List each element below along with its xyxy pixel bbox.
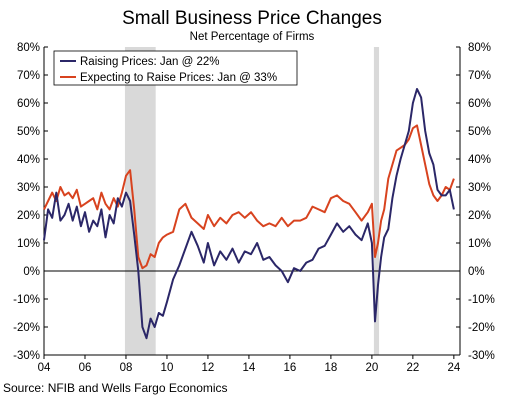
y-tick-label-right-9: -10% (468, 294, 495, 306)
x-tick-label-7: 18 (324, 362, 337, 374)
y-tick-label-left-1: 70% (17, 70, 40, 82)
x-tick-label-1: 06 (79, 362, 92, 374)
y-tick-label-right-2: 60% (468, 98, 491, 110)
y-tick-label-right-6: 20% (468, 210, 491, 222)
y-tick-label-left-7: 10% (17, 238, 40, 250)
legend-box (53, 50, 298, 86)
chart-subtitle: Net Percentage of Firms (190, 31, 315, 43)
series-lines (43, 88, 455, 340)
y-tick-label-right-10: -20% (468, 322, 495, 334)
y-tick-label-right-7: 10% (468, 238, 491, 250)
y-tick-label-right-11: -30% (468, 350, 495, 362)
y-tick-label-right-1: 70% (468, 70, 491, 82)
x-tick-label-5: 14 (243, 362, 256, 374)
y-tick-label-left-5: 30% (17, 182, 40, 194)
y-tick-label-right-8: 0% (468, 266, 485, 278)
y-tick-label-left-6: 20% (17, 210, 40, 222)
x-axis: 04 06 08 10 12 14 16 18 20 22 24 (38, 355, 461, 374)
y-tick-label-left-2: 60% (17, 98, 40, 110)
y-axis-left: 80% 70% 60% 50% 40% 30% 20% 10% 0% -10% -20% -30% (13, 42, 48, 362)
y-tick-label-right-0: 80% (468, 42, 491, 54)
chart-title: Small Business Price Changes (122, 8, 382, 29)
legend-label-raising: Raising Prices: Jan @ 22% (80, 56, 220, 68)
y-tick-label-left-3: 50% (17, 126, 40, 138)
y-tick-label-right-3: 50% (468, 126, 491, 138)
y-tick-label-left-10: -20% (13, 322, 40, 334)
y-tick-label-right-4: 40% (468, 154, 491, 166)
x-tick-label-2: 08 (120, 362, 133, 374)
y-tick-label-left-4: 40% (17, 154, 40, 166)
series-line-raising-prices (43, 88, 455, 340)
x-tick-label-10: 24 (447, 362, 460, 374)
x-tick-label-3: 10 (161, 362, 174, 374)
legend: Raising Prices: Jan @ 22% Expecting to R… (53, 50, 298, 86)
series-line-expecting-to-raise (43, 124, 455, 270)
x-tick-label-9: 22 (406, 362, 419, 374)
y-axis-right: 80% 70% 60% 50% 40% 30% 20% 10% 0% -10% -20% -30% (456, 42, 495, 362)
x-tick-label-6: 16 (284, 362, 297, 374)
plot-frame (43, 47, 461, 356)
x-tick-label-8: 20 (365, 362, 378, 374)
y-tick-label-left-9: -10% (13, 294, 40, 306)
y-tick-label-left-8: 0% (23, 266, 40, 278)
legend-label-expecting: Expecting to Raise Prices: Jan @ 33% (80, 72, 277, 84)
recession-band-1 (373, 47, 380, 355)
x-tick-label-4: 12 (202, 362, 215, 374)
recession-bands (124, 47, 380, 355)
x-tick-label-0: 04 (38, 362, 51, 374)
y-tick-label-right-5: 30% (468, 182, 491, 194)
source-note: Source: NFIB and Wells Fargo Economics (3, 381, 228, 395)
y-tick-label-left-11: -30% (13, 350, 40, 362)
y-tick-label-left-0: 80% (17, 42, 40, 54)
